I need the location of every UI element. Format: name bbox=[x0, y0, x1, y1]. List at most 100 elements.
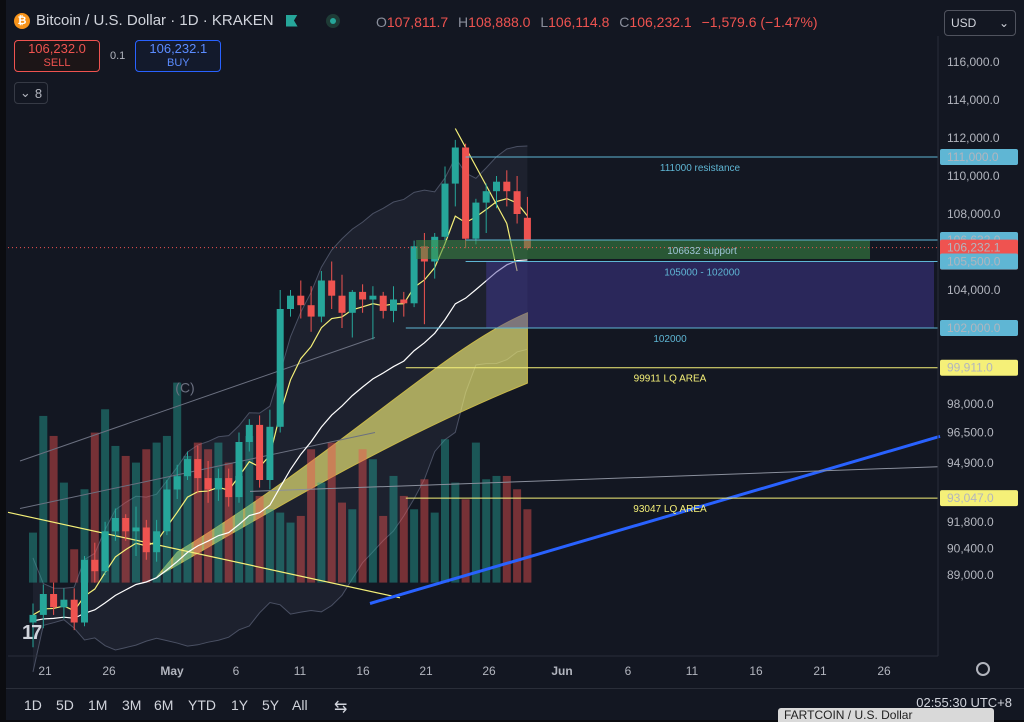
candle bbox=[472, 202, 480, 239]
timeframe-5d[interactable]: 5D bbox=[56, 697, 74, 713]
volume-bar bbox=[224, 462, 233, 583]
volume-bar bbox=[451, 482, 460, 583]
volume-bar bbox=[152, 442, 161, 583]
candle bbox=[441, 183, 449, 237]
volume-bar bbox=[379, 515, 388, 583]
timeframe-all[interactable]: All bbox=[292, 697, 308, 713]
volume-bar bbox=[399, 495, 408, 583]
y-tick-label: 108,000.0 bbox=[947, 207, 1001, 221]
x-tick-label: 16 bbox=[356, 664, 370, 678]
volume-bar bbox=[368, 459, 377, 583]
resistance-badge bbox=[940, 149, 1018, 165]
volume-bar bbox=[193, 442, 202, 583]
wave-line bbox=[454, 128, 508, 224]
volume-bar bbox=[420, 479, 429, 583]
volume-bar bbox=[461, 499, 470, 583]
x-tick-label: 6 bbox=[233, 664, 240, 678]
buy-button[interactable]: 106,232.1 BUY bbox=[135, 40, 222, 72]
clock[interactable]: 02:55:30 UTC+8 bbox=[916, 695, 1012, 710]
zone-low-badge bbox=[940, 320, 1018, 336]
volume-bar bbox=[204, 449, 213, 583]
symbol-header[interactable]: ₿ Bitcoin / U.S. Dollar · 1D · KRAKEN bbox=[14, 12, 340, 29]
timeframe-6m[interactable]: 6M bbox=[154, 697, 174, 713]
annotation-support: 106632 support bbox=[667, 246, 737, 257]
y-tick-label: 94,900.0 bbox=[947, 456, 994, 470]
zone-high-badge bbox=[940, 253, 1018, 270]
volume-bar bbox=[348, 509, 357, 583]
settings-icon[interactable] bbox=[976, 662, 990, 676]
lq2-price: 93,047.0 bbox=[947, 491, 994, 505]
volume-bar bbox=[327, 442, 336, 583]
indicators-toggle-button[interactable]: ⌄ 8 bbox=[14, 82, 48, 104]
y-tick-label: 98,000.0 bbox=[947, 397, 994, 411]
candle bbox=[153, 531, 161, 553]
chevron-down-icon: ⌄ bbox=[998, 16, 1009, 30]
candle bbox=[142, 527, 150, 553]
date-range-icon[interactable]: ⇆ bbox=[334, 699, 348, 716]
volume-bar bbox=[101, 409, 110, 583]
bitcoin-icon: ₿ bbox=[14, 12, 30, 29]
x-tick-label: 11 bbox=[686, 664, 699, 678]
volume-bar bbox=[90, 432, 99, 583]
candle bbox=[297, 295, 305, 306]
candle bbox=[163, 489, 171, 532]
annotation-zone: 105000 - 102000 bbox=[664, 268, 740, 279]
candle bbox=[513, 191, 521, 214]
annotation-resistance: 111000 resistance bbox=[660, 163, 741, 174]
candle bbox=[482, 191, 490, 203]
timeframe-3m[interactable]: 3M bbox=[122, 697, 142, 713]
candle bbox=[338, 295, 346, 313]
price-chart[interactable]: 111000 resistance 106632 support 105000 - … bbox=[0, 0, 1024, 690]
timeframe-5y[interactable]: 5Y bbox=[262, 697, 280, 713]
support-zone bbox=[416, 239, 870, 259]
volume-bar bbox=[29, 532, 37, 583]
candle bbox=[132, 527, 140, 532]
annotation-lq1: 99911 LQ AREA bbox=[634, 374, 707, 385]
price-change: −1,579.6 (−1.47%) bbox=[701, 14, 818, 30]
zone-105000-102000 bbox=[486, 261, 934, 328]
annotation-zone-low: 102000 bbox=[653, 334, 687, 345]
candle bbox=[235, 442, 243, 498]
candle bbox=[379, 295, 387, 311]
timeframe-1d[interactable]: 1D bbox=[24, 697, 42, 713]
y-tick-label: 116,000.0 bbox=[947, 55, 1000, 69]
candle bbox=[29, 614, 37, 623]
candle bbox=[276, 309, 284, 427]
ichimoku-cloud bbox=[156, 312, 528, 578]
volume-bar bbox=[358, 449, 367, 583]
flag-icon[interactable] bbox=[285, 14, 298, 27]
volume-bar bbox=[49, 435, 58, 583]
timeframe-1y[interactable]: 1Y bbox=[231, 697, 249, 713]
volume-bar bbox=[245, 435, 254, 583]
tradingview-logo-icon: 17 bbox=[22, 622, 42, 644]
annotation-wave: (C) bbox=[175, 380, 194, 396]
x-tick-label: 26 bbox=[102, 664, 116, 678]
currency-select[interactable]: USD ⌄ bbox=[944, 10, 1016, 36]
resistance-price: 111,000.0 bbox=[947, 150, 999, 164]
volume-bar bbox=[410, 509, 419, 583]
volume-bar bbox=[214, 442, 223, 583]
timeframe-1m[interactable]: 1M bbox=[88, 697, 108, 713]
volume-bar bbox=[142, 449, 151, 583]
x-tick-label: 21 bbox=[419, 664, 433, 678]
candle bbox=[184, 459, 191, 477]
volume-bar bbox=[430, 512, 439, 583]
x-tick-label: 16 bbox=[749, 664, 763, 678]
sell-button[interactable]: 106,232.0 SELL bbox=[14, 40, 100, 72]
volume-bar bbox=[441, 439, 449, 583]
candle bbox=[287, 295, 294, 309]
y-tick-label: 110,000.0 bbox=[947, 169, 1000, 183]
order-quantity[interactable]: 0.1 bbox=[110, 50, 126, 62]
candle bbox=[410, 246, 418, 304]
timeframe-ytd[interactable]: YTD bbox=[188, 697, 216, 713]
zone-high-price: 105,500.0 bbox=[947, 255, 1001, 269]
candle bbox=[60, 599, 68, 608]
downtrend-line-yellow bbox=[7, 511, 401, 599]
volume-bar bbox=[502, 475, 511, 583]
x-tick-label: 26 bbox=[482, 664, 496, 678]
channel-line bbox=[19, 337, 376, 462]
ohlc-readout: O107,811.7 H108,888.0 L106,114.8 C106,23… bbox=[376, 14, 818, 30]
volume-bar bbox=[235, 475, 243, 583]
candle bbox=[348, 291, 356, 313]
volume-bar bbox=[513, 489, 522, 583]
